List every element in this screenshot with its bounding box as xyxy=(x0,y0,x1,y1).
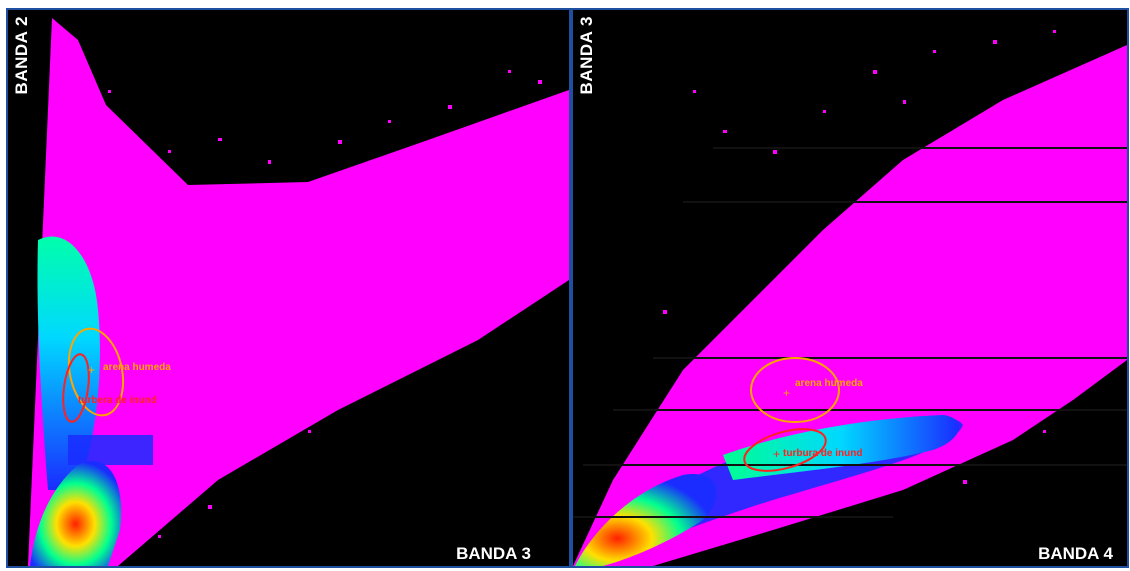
density-streak xyxy=(68,435,153,465)
scan-lines xyxy=(573,147,1127,518)
class-mean-cross: + xyxy=(88,363,95,377)
y-axis-label: BANDA 3 xyxy=(577,16,596,95)
density-core-lower xyxy=(575,474,717,566)
turbera-ellipse xyxy=(62,353,90,423)
turbera-ellipse xyxy=(743,428,827,472)
annotation-arena: arena humeda xyxy=(103,362,171,373)
class-mean-cross: + xyxy=(783,386,790,400)
plot-area: + arena humeda turbera de inund xyxy=(28,18,569,566)
y-axis-label: BANDA 2 xyxy=(12,16,31,95)
annotation-turbera: turbera de inund xyxy=(78,395,157,406)
density-core-upper xyxy=(723,415,960,480)
class-ellipses: + xyxy=(62,327,125,423)
density-core-lower xyxy=(30,461,122,566)
x-axis-label: BANDA 4 xyxy=(1038,544,1113,563)
density-cloud xyxy=(573,45,1127,566)
arena-ellipse xyxy=(750,357,840,423)
annotation-turbera: turbura de inund xyxy=(783,448,862,459)
annotation-arena: arena humeda xyxy=(795,378,863,389)
x-axis-label: BANDA 3 xyxy=(456,544,531,563)
scatterplot-banda4-banda3: + + arena humeda turbura de inund BANDA … xyxy=(571,8,1129,568)
sparse-points xyxy=(663,30,1116,484)
class-mean-cross: + xyxy=(773,447,780,461)
arena-ellipse xyxy=(67,327,125,417)
sparse-points xyxy=(108,70,557,538)
class-ellipses: + + xyxy=(743,357,840,472)
plot-area: + + arena humeda turbura de inund xyxy=(573,30,1127,566)
scatterplot-banda3-banda2: + arena humeda turbera de inund BANDA 2 … xyxy=(6,8,571,568)
density-cloud xyxy=(28,18,569,566)
